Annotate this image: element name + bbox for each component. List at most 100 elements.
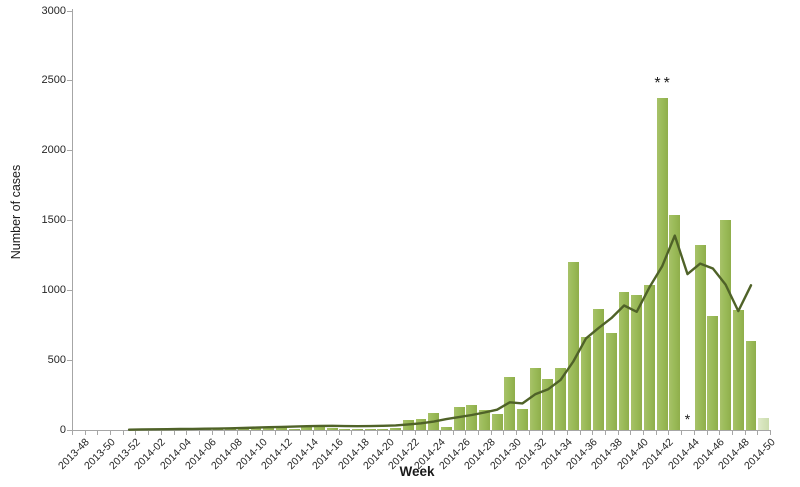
y-tick — [67, 290, 72, 292]
x-tick — [643, 431, 645, 435]
bar-2014-25 — [440, 426, 452, 430]
x-tick — [452, 431, 454, 435]
x-tick — [198, 431, 200, 435]
bar-2014-20 — [377, 428, 389, 430]
x-tick — [617, 431, 619, 435]
x-axis-line — [72, 430, 771, 431]
bar-2014-41 — [643, 285, 655, 430]
bar-2014-21 — [390, 428, 402, 430]
bar-2014-32 — [529, 368, 541, 430]
bar-2014-45 — [694, 244, 706, 430]
x-tick — [148, 431, 150, 435]
x-tick — [97, 431, 99, 435]
x-tick — [516, 431, 518, 435]
bar-2014-50 — [758, 418, 770, 430]
y-tick-label: 3000 — [41, 4, 66, 17]
y-tick — [67, 430, 72, 431]
x-tick — [84, 431, 86, 435]
bar-2014-23 — [415, 419, 427, 430]
bar-2014-46 — [707, 315, 719, 430]
bar-2014-27 — [466, 405, 478, 430]
bar-2014-12 — [275, 427, 287, 430]
x-tick — [554, 431, 556, 435]
x-tick — [490, 431, 492, 435]
y-tick — [67, 360, 72, 362]
bar-2014-43 — [669, 214, 681, 430]
y-tick-label: 2000 — [41, 144, 66, 157]
x-tick — [693, 431, 695, 435]
bar-2014-11 — [263, 427, 275, 430]
bar-2014-13 — [288, 428, 300, 430]
x-tick — [566, 431, 568, 435]
x-tick — [110, 431, 112, 435]
x-tick — [186, 431, 188, 435]
x-tick — [275, 431, 277, 435]
bar-2014-19 — [364, 428, 376, 430]
x-tick — [706, 431, 708, 435]
y-tick-label: 1500 — [41, 214, 66, 227]
x-tick — [655, 431, 657, 435]
x-tick — [744, 431, 746, 435]
bar-2014-26 — [453, 407, 465, 430]
y-tick-label: 0 — [59, 424, 66, 436]
x-tick — [262, 431, 264, 435]
y-tick — [67, 150, 72, 152]
x-tick — [376, 431, 378, 435]
x-tick — [579, 431, 581, 435]
bar-2014-17 — [339, 428, 351, 430]
x-tick — [300, 431, 302, 435]
x-tick — [160, 431, 162, 435]
bar-2014-34 — [555, 368, 567, 430]
bar-2014-28 — [479, 410, 490, 430]
y-tick-label: 500 — [47, 354, 66, 367]
x-tick — [363, 431, 365, 435]
x-tick — [757, 431, 759, 435]
x-tick — [313, 431, 315, 435]
x-tick — [592, 431, 594, 435]
x-tick — [681, 431, 683, 435]
bar-2014-38 — [605, 333, 617, 430]
bar-2014-36 — [580, 336, 592, 430]
x-tick — [351, 431, 353, 435]
x-tick — [630, 431, 632, 435]
bar-2014-33 — [542, 379, 554, 430]
x-tick — [236, 431, 238, 435]
x-tick — [287, 431, 289, 435]
x-tick — [72, 431, 73, 435]
x-tick — [211, 431, 213, 435]
x-tick — [414, 431, 416, 435]
bar-2014-15 — [314, 424, 325, 430]
x-tick — [605, 431, 607, 435]
y-tick — [67, 80, 72, 82]
bar-2014-35 — [567, 261, 579, 430]
x-axis-title: Week — [399, 464, 435, 479]
x-tick — [173, 431, 175, 435]
x-tick — [731, 431, 733, 435]
x-tick — [440, 431, 442, 435]
x-tick — [770, 431, 771, 435]
x-tick — [401, 431, 403, 435]
x-tick — [668, 431, 670, 435]
x-tick — [122, 431, 124, 435]
x-tick — [427, 431, 429, 435]
x-tick — [719, 431, 721, 435]
x-tick — [478, 431, 480, 435]
y-tick — [67, 10, 72, 12]
x-tick — [465, 431, 467, 435]
y-tick — [67, 220, 72, 222]
bar-2014-37 — [593, 308, 605, 430]
x-tick — [541, 431, 543, 435]
bar-2014-31 — [517, 409, 528, 430]
bar-2014-40 — [631, 295, 643, 430]
x-tick — [503, 431, 505, 435]
x-tick — [389, 431, 391, 435]
bar-2014-48 — [732, 309, 744, 430]
x-tick — [135, 431, 137, 435]
x-tick — [249, 431, 251, 435]
bar-2014-16 — [326, 428, 338, 430]
x-tick — [325, 431, 327, 435]
bar-2014-14 — [301, 426, 313, 430]
x-tick — [338, 431, 340, 435]
